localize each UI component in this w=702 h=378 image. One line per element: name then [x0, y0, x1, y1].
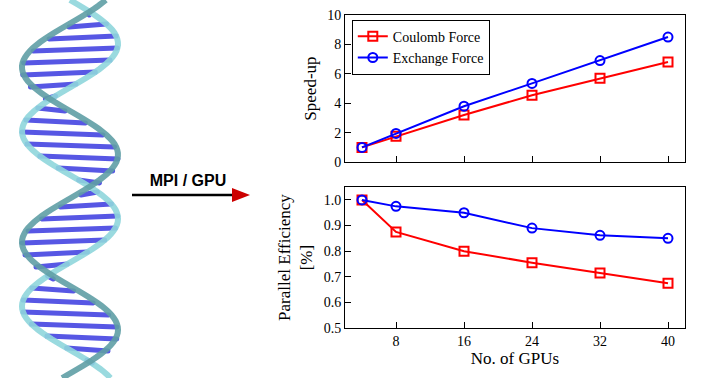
svg-text:Exchange Force: Exchange Force: [393, 51, 484, 66]
svg-text:8: 8: [393, 334, 400, 349]
svg-text:4: 4: [334, 96, 341, 111]
svg-text:0.5: 0.5: [324, 321, 342, 336]
svg-text:16: 16: [457, 334, 471, 349]
svg-text:Parallel Efficiency[%]: Parallel Efficiency[%]: [275, 194, 316, 321]
svg-text:8: 8: [334, 37, 341, 52]
svg-text:Coulomb Force: Coulomb Force: [393, 30, 481, 45]
svg-text:32: 32: [593, 334, 607, 349]
svg-text:0.6: 0.6: [324, 295, 342, 310]
svg-text:2: 2: [334, 126, 341, 141]
svg-text:1.0: 1.0: [324, 193, 342, 208]
svg-text:No. of GPUs: No. of GPUs: [471, 349, 559, 368]
svg-text:10: 10: [327, 8, 341, 23]
svg-text:0.7: 0.7: [324, 270, 342, 285]
svg-text:Speed-up: Speed-up: [301, 56, 320, 120]
svg-text:40: 40: [661, 334, 675, 349]
svg-text:MPI / GPU: MPI / GPU: [150, 172, 226, 189]
svg-text:24: 24: [525, 334, 539, 349]
svg-text:0.9: 0.9: [324, 218, 342, 233]
svg-text:0.8: 0.8: [324, 244, 342, 259]
svg-text:0: 0: [334, 155, 341, 170]
svg-text:6: 6: [334, 67, 341, 82]
